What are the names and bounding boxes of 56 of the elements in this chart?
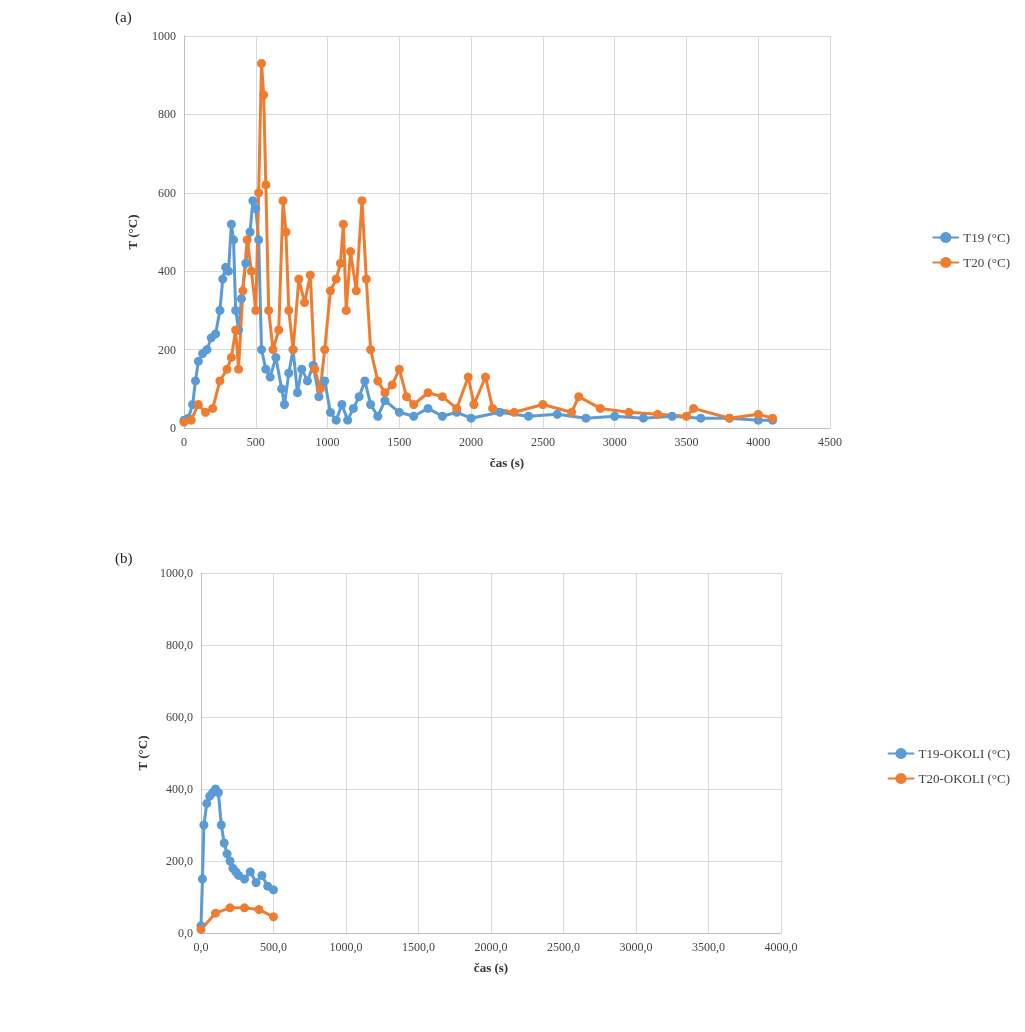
x-tick-label: 500 [246, 435, 265, 449]
point [269, 912, 278, 922]
point [219, 838, 229, 848]
y-tick-label: 1000,0 [160, 566, 193, 580]
y-tick-label: 600 [158, 185, 176, 200]
y-tick-label: 0,0 [178, 926, 193, 940]
legend-label: T19 (°C) [963, 230, 1010, 245]
x-tick-label: 1000 [315, 435, 340, 449]
legend-label: T20 (°C) [963, 255, 1010, 270]
point [240, 903, 249, 913]
chart-title: (b) [115, 549, 133, 567]
y-tick-label: 200 [158, 342, 176, 357]
y-tick-label: 200,0 [166, 854, 193, 868]
x-tick-label: 4500 [818, 435, 842, 449]
legend-label: T19-OKOLI (°C) [918, 746, 1010, 761]
y-tick-label: 400,0 [166, 782, 193, 796]
x-axis-title: čas (s) [473, 960, 509, 975]
point [222, 849, 232, 859]
x-tick-label: 1500 [387, 435, 412, 449]
x-tick-label: 3000 [602, 435, 627, 449]
point [251, 878, 261, 888]
y-tick-label: 600,0 [166, 710, 193, 724]
x-tick-label: 1500,0 [402, 940, 435, 954]
x-tick-label: 3500 [674, 435, 699, 449]
x-tick-label: 3000,0 [619, 940, 653, 954]
x-tick-label: 0,0 [193, 940, 209, 954]
point [211, 908, 220, 918]
x-tick-label: 3500,0 [692, 940, 725, 954]
point [225, 903, 235, 913]
x-axis-title: čas (s) [489, 455, 525, 470]
x-tick-label: 4000,0 [764, 940, 798, 954]
point [197, 874, 207, 884]
legend-label: T20-OKOLI (°C) [918, 771, 1010, 786]
x-tick-label: 2000,0 [474, 940, 508, 954]
x-tick-label: 2500 [530, 435, 555, 449]
x-tick-label: 2500,0 [547, 940, 580, 954]
y-tick-label: 800 [158, 107, 176, 122]
x-tick-label: 500,0 [260, 940, 287, 954]
y-axis-title: T (°C) [125, 214, 140, 250]
y-tick-label: 1000 [152, 29, 176, 43]
point [245, 867, 255, 877]
y-tick-label: 0 [170, 421, 176, 435]
x-tick-label: 4000 [746, 435, 771, 449]
chart-title: (a) [115, 8, 132, 26]
y-tick-label: 800,0 [166, 638, 193, 652]
point [257, 870, 267, 880]
y-axis-title: T (°C) [135, 735, 151, 771]
point [269, 885, 278, 895]
point [202, 798, 212, 808]
point [216, 820, 226, 830]
point [199, 820, 209, 830]
x-tick-label: 1000,0 [329, 940, 363, 954]
y-tick-label: 400 [158, 264, 176, 279]
point [240, 874, 249, 884]
x-tick-label: 2000 [459, 435, 484, 449]
point [254, 905, 264, 915]
